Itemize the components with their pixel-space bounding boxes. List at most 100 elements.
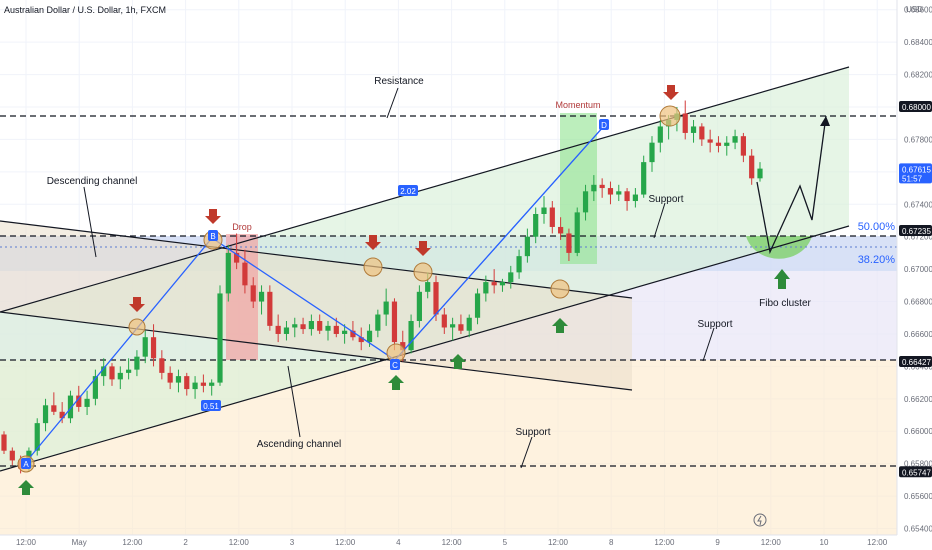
candle [200, 374, 206, 393]
desc-channel-upper [0, 220, 633, 299]
candle [134, 350, 140, 377]
candle [458, 314, 464, 334]
up-arrow-1 [18, 480, 34, 495]
support-label-1: Support [648, 194, 683, 205]
candle [175, 369, 182, 393]
measure-tag-1-label: 0.51 [203, 402, 219, 411]
x-tick-label: 12:00 [335, 538, 356, 547]
candle [184, 372, 190, 396]
candle [192, 376, 198, 399]
forecast-arrowhead [820, 116, 830, 126]
desc-channel-lower [0, 311, 633, 391]
up-arrow-4 [552, 318, 568, 333]
x-tick-label: 9 [715, 538, 720, 547]
price-badge-label: 0.68000 [902, 103, 931, 112]
down-arrow-2 [205, 209, 221, 224]
down-arrow-3 [365, 235, 381, 250]
y-tick-label: 0.66600 [904, 330, 932, 339]
candle [566, 228, 572, 262]
up-arrow-3 [450, 354, 466, 369]
price-badge: 0.68000 [899, 101, 932, 112]
x-tick-label: 4 [396, 538, 401, 547]
y-tick-label: 0.65400 [904, 525, 932, 534]
candle [209, 379, 215, 396]
candle [217, 285, 223, 386]
replay-icon[interactable] [753, 513, 767, 527]
candle [591, 175, 597, 202]
candle [92, 369, 98, 406]
projection-line [394, 125, 605, 361]
descending-channel-fill [0, 221, 632, 390]
fib-50-label: 50.00% [858, 221, 896, 233]
descending-channel-label: Descending channel [47, 176, 138, 187]
y-tick-label: 0.67800 [904, 135, 932, 144]
candle [267, 285, 273, 331]
candle [167, 366, 173, 390]
candle [450, 317, 456, 341]
desc-channel-pointer [83, 186, 97, 258]
y-tick-label: 0.65600 [904, 492, 932, 501]
forecast-path [756, 115, 827, 255]
candle [42, 398, 49, 432]
up-arrow-2 [388, 375, 404, 390]
candle [101, 358, 107, 386]
channels [0, 66, 850, 472]
y-tick-label: 0.66800 [904, 298, 932, 307]
candle [599, 178, 605, 198]
candle [632, 188, 638, 208]
candle [516, 249, 522, 279]
x-tick-label: 5 [503, 538, 508, 547]
candle [300, 317, 306, 334]
candle [649, 136, 655, 172]
candle [641, 155, 647, 198]
candle [724, 136, 730, 156]
candle [607, 181, 614, 205]
candle [624, 188, 630, 211]
candle [51, 392, 57, 416]
price-badge-label: 0.67235 [902, 227, 931, 236]
candle [84, 390, 90, 416]
candle [508, 265, 514, 289]
price-badge: 0.65747 [899, 466, 932, 478]
candle [757, 162, 763, 182]
up-arrow-5 [774, 269, 790, 289]
candle [699, 123, 705, 146]
asc-channel-lower [0, 225, 850, 472]
candle [416, 285, 422, 328]
candle [383, 288, 389, 326]
y-tick-label: 0.66000 [904, 427, 932, 436]
candle [308, 314, 314, 336]
candle [67, 390, 74, 424]
candle [117, 366, 123, 390]
price-badge: 0.67235 [899, 225, 932, 237]
candle [142, 330, 148, 364]
x-tick-label: 12:00 [442, 538, 463, 547]
candle [109, 363, 115, 386]
x-tick-label: 12:00 [548, 538, 569, 547]
candle [159, 350, 165, 380]
candle [707, 129, 713, 153]
resistance-label: Resistance [374, 76, 424, 87]
signal-arrows [18, 85, 790, 495]
candle [292, 317, 298, 338]
candle [375, 309, 381, 338]
x-tick-label: May [72, 538, 87, 547]
currency-label: USD [906, 5, 923, 14]
x-tick-label: 12:00 [16, 538, 37, 547]
ascending-channel-label: Ascending channel [257, 439, 342, 450]
y-tick-label: 0.67400 [904, 200, 932, 209]
y-tick-label: 0.66200 [904, 395, 932, 404]
pivot-b-tag [208, 230, 218, 241]
y-tick-label: 0.65800 [904, 460, 932, 469]
pivot-a-label: A [23, 460, 29, 469]
candles [1, 100, 763, 474]
pivot-a-tag [21, 458, 31, 469]
x-tick-label: 2 [183, 538, 188, 547]
x-tick-label: 3 [290, 538, 295, 547]
candle [558, 217, 564, 240]
price-badge-label: 0.67615 [902, 165, 931, 174]
time-axis: 12:00 May 12:00 2 12:00 3 12:00 4 12:00 5 12:00 8 12… [16, 538, 888, 547]
y-tick-label: 0.67000 [904, 265, 932, 274]
